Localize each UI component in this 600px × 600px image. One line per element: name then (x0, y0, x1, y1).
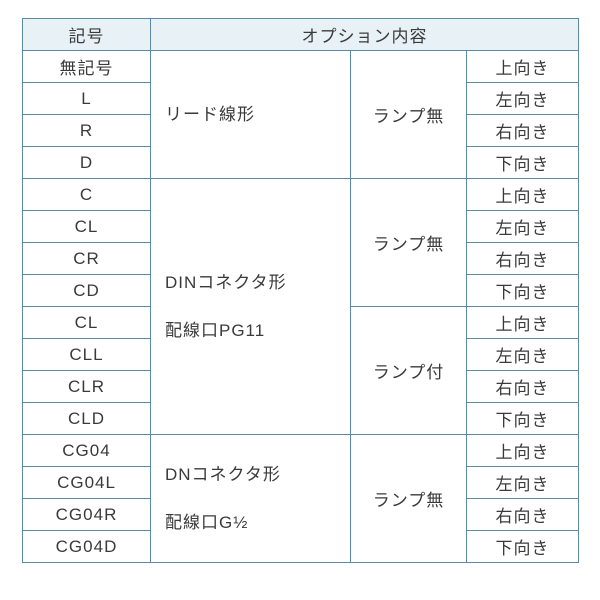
cell-connector: リード線形 (151, 51, 351, 179)
table-row: CDINコネクタ形配線口PG11ランプ無上向き (23, 179, 579, 211)
option-table: 記号 オプション内容 無記号リード線形ランプ無上向きL左向きR右向きD下向きCD… (22, 18, 579, 563)
cell-symbol: L (23, 83, 151, 115)
cell-symbol: 無記号 (23, 51, 151, 83)
cell-lamp: ランプ付 (351, 307, 467, 435)
header-symbol: 記号 (23, 19, 151, 51)
table-row: 無記号リード線形ランプ無上向き (23, 51, 579, 83)
cell-lamp: ランプ無 (351, 51, 467, 179)
cell-symbol: CG04D (23, 531, 151, 563)
cell-direction: 右向き (467, 243, 579, 275)
cell-symbol: C (23, 179, 151, 211)
cell-direction: 左向き (467, 467, 579, 499)
cell-direction: 上向き (467, 307, 579, 339)
cell-symbol: CG04R (23, 499, 151, 531)
table-body: 無記号リード線形ランプ無上向きL左向きR右向きD下向きCDINコネクタ形配線口P… (23, 51, 579, 563)
cell-direction: 下向き (467, 275, 579, 307)
cell-direction: 右向き (467, 371, 579, 403)
cell-symbol: CLL (23, 339, 151, 371)
cell-direction: 下向き (467, 531, 579, 563)
cell-symbol: D (23, 147, 151, 179)
cell-symbol: CG04 (23, 435, 151, 467)
cell-direction: 上向き (467, 435, 579, 467)
table-row: CG04DNコネクタ形配線口G½ランプ無上向き (23, 435, 579, 467)
cell-direction: 右向き (467, 499, 579, 531)
cell-symbol: CLR (23, 371, 151, 403)
cell-lamp: ランプ無 (351, 179, 467, 307)
cell-direction: 左向き (467, 339, 579, 371)
cell-symbol: CD (23, 275, 151, 307)
cell-direction: 下向き (467, 147, 579, 179)
cell-symbol: CL (23, 211, 151, 243)
header-option-content: オプション内容 (151, 19, 579, 51)
cell-lamp: ランプ無 (351, 435, 467, 563)
cell-connector: DNコネクタ形配線口G½ (151, 435, 351, 563)
cell-direction: 左向き (467, 83, 579, 115)
cell-symbol: CLD (23, 403, 151, 435)
cell-symbol: CL (23, 307, 151, 339)
cell-direction: 上向き (467, 179, 579, 211)
cell-direction: 下向き (467, 403, 579, 435)
cell-symbol: CR (23, 243, 151, 275)
cell-symbol: CG04L (23, 467, 151, 499)
cell-direction: 左向き (467, 211, 579, 243)
cell-connector: DINコネクタ形配線口PG11 (151, 179, 351, 435)
cell-direction: 右向き (467, 115, 579, 147)
cell-symbol: R (23, 115, 151, 147)
cell-direction: 上向き (467, 51, 579, 83)
